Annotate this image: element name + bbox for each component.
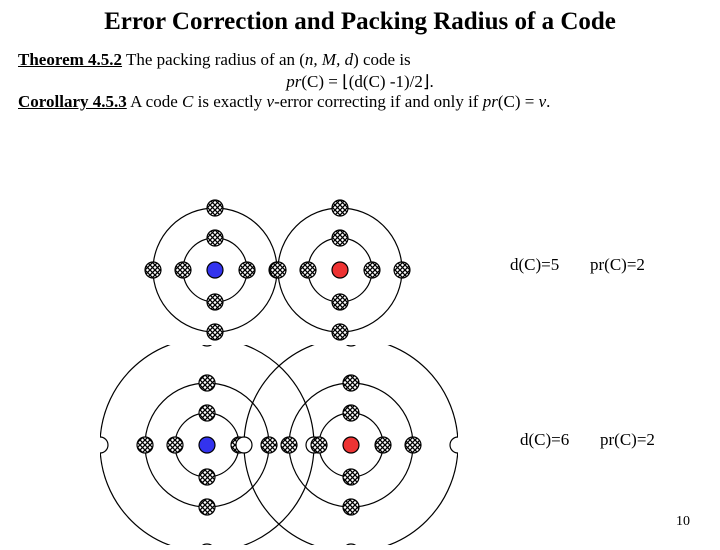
eq-c1: (C): [301, 72, 328, 91]
theorem-line: Theorem 4.5.2 The packing radius of an (…: [0, 50, 720, 70]
eq-pr: pr: [286, 72, 301, 91]
equation: pr(C) = ⌊(d(C) -1)/2⌋.: [0, 72, 720, 92]
cor-c: C: [182, 92, 193, 111]
corollary-line: Corollary 4.5.3 A code C is exactly v-er…: [0, 92, 720, 112]
page-title: Error Correction and Packing Radius of a…: [0, 0, 720, 36]
diagram-bottom: [100, 345, 458, 550]
eq-lfloor: ⌊: [342, 72, 349, 91]
cor-cexpr: (C) =: [498, 92, 539, 111]
cor-text-b: is exactly: [193, 92, 266, 111]
eq-period: .: [430, 72, 434, 91]
cor-period: .: [546, 92, 550, 111]
caption-1-dc: d(C)=5: [510, 255, 559, 275]
theorem-text-b: ) code is: [353, 50, 411, 69]
eq-eq: =: [328, 72, 342, 91]
corollary-label: Corollary 4.5.3: [18, 92, 127, 111]
theorem-label: Theorem 4.5.2: [18, 50, 122, 69]
eq-rest: -1)/2: [390, 72, 423, 91]
cor-text-c: -error correcting if and only if: [274, 92, 483, 111]
theorem-nmd: n, M, d: [305, 50, 353, 69]
cor-v2: v: [539, 92, 547, 111]
theorem-text-a: The packing radius of an (: [122, 50, 305, 69]
page-number: 10: [676, 514, 690, 530]
eq-c2: (C): [363, 72, 390, 91]
eq-d: (d: [349, 72, 363, 91]
caption-2-pr: pr(C)=2: [600, 430, 655, 450]
caption-2-dc: d(C)=6: [520, 430, 569, 450]
caption-1-pr: pr(C)=2: [590, 255, 645, 275]
eq-rfloor: ⌋: [423, 72, 430, 91]
cor-pr: pr: [483, 92, 498, 111]
cor-text-a: A code: [127, 92, 182, 111]
cor-v: v: [267, 92, 275, 111]
